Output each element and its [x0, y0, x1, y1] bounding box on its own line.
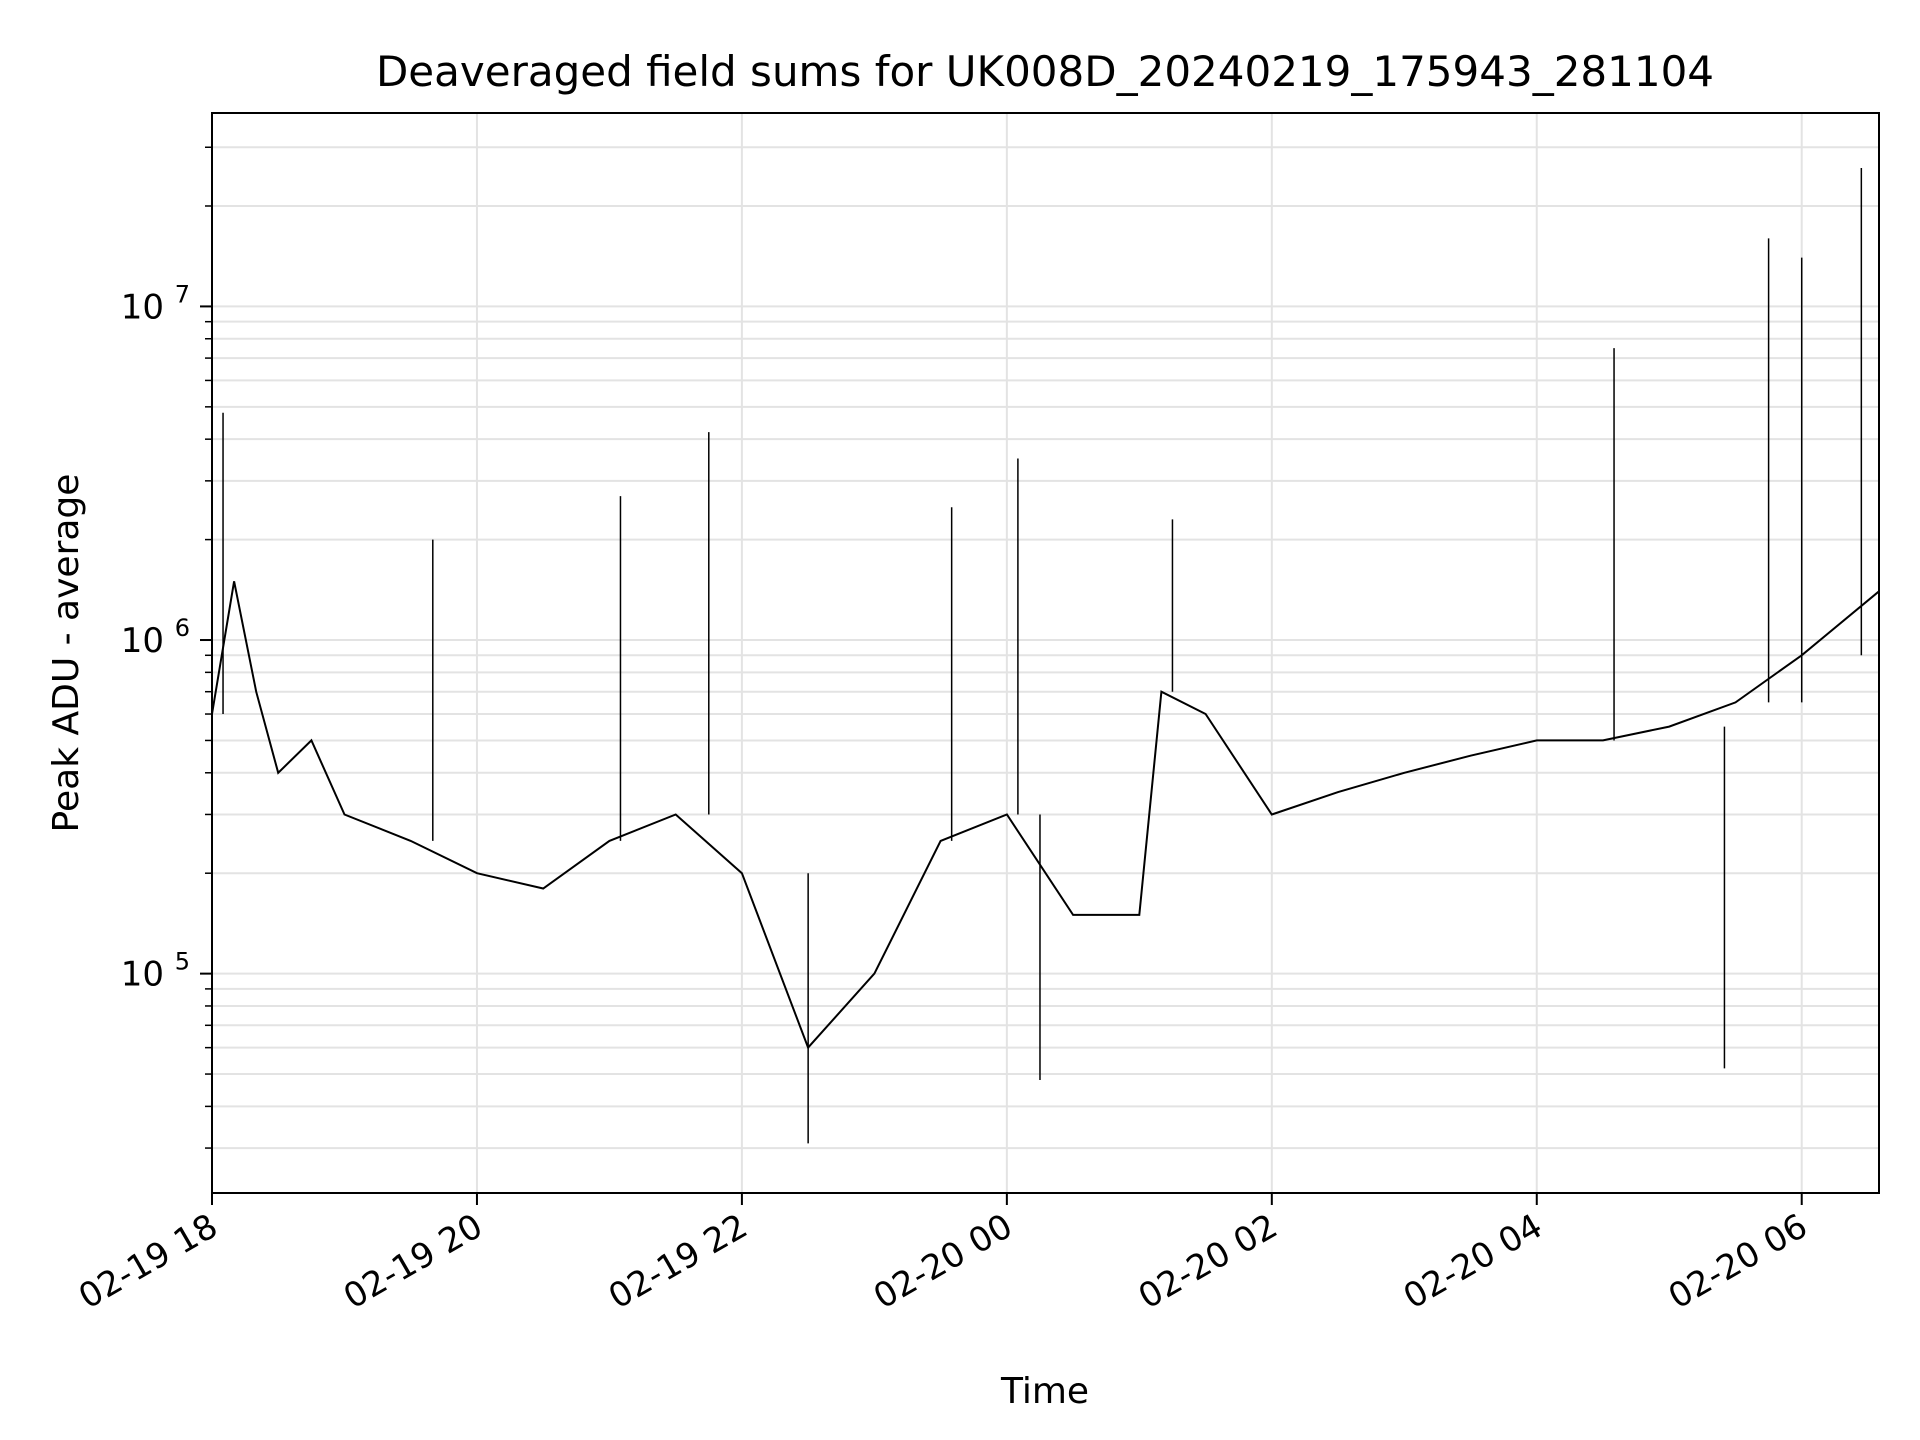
series-group [211, 167, 1880, 1144]
y-tick-exponent: 6 [175, 614, 190, 642]
x-axis-label: Time [1000, 1371, 1089, 1412]
y-tick-label: 10 [121, 287, 164, 327]
grid [211, 113, 1879, 1193]
chart-title: Deaveraged field sums for UK008D_2024021… [376, 47, 1714, 96]
y-tick-label: 10 [121, 621, 164, 661]
y-axis: 10 5 10 6 10 7 [121, 146, 212, 1149]
y-tick-exponent: 5 [175, 948, 190, 976]
y-axis-label: Peak ADU - average [46, 474, 87, 833]
series-line [211, 581, 1880, 1050]
y-tick-exponent: 7 [175, 280, 190, 308]
y-tick-label: 10 [121, 955, 164, 995]
plot-frame [211, 112, 1880, 1194]
